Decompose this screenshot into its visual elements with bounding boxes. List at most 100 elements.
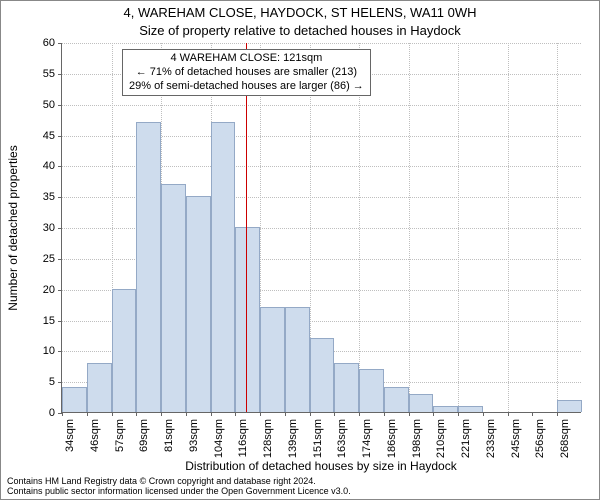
ytick-label: 45	[15, 130, 55, 142]
histogram-bar	[334, 363, 359, 412]
ytick-mark	[58, 259, 62, 260]
ytick-mark	[58, 136, 62, 137]
chart-container: 4, WAREHAM CLOSE, HAYDOCK, ST HELENS, WA…	[0, 0, 600, 500]
ytick-label: 40	[15, 160, 55, 172]
histogram-bar	[186, 196, 211, 412]
title-line-2: Size of property relative to detached ho…	[1, 23, 599, 38]
histogram-bar	[359, 369, 384, 412]
ytick-mark	[58, 166, 62, 167]
xtick-mark	[334, 412, 335, 416]
xtick-label: 256sqm	[534, 419, 546, 458]
histogram-bar	[409, 394, 434, 413]
xtick-mark	[310, 412, 311, 416]
xtick-mark	[508, 412, 509, 416]
xtick-label: 151sqm	[312, 419, 324, 458]
xtick-label: 69sqm	[138, 419, 150, 452]
ytick-label: 15	[15, 315, 55, 327]
histogram-bar	[260, 307, 285, 412]
xtick-label: 81sqm	[163, 419, 175, 452]
histogram-bar	[433, 406, 458, 412]
gridline-h	[62, 105, 581, 106]
ytick-label: 55	[15, 68, 55, 80]
xtick-label: 128sqm	[262, 419, 274, 458]
xtick-label: 268sqm	[559, 419, 571, 458]
xtick-mark	[557, 412, 558, 416]
xtick-label: 174sqm	[361, 419, 373, 458]
xtick-label: 186sqm	[386, 419, 398, 458]
xtick-label: 245sqm	[510, 419, 522, 458]
ytick-mark	[58, 197, 62, 198]
xtick-mark	[433, 412, 434, 416]
histogram-bar	[112, 289, 137, 412]
xtick-label: 233sqm	[485, 419, 497, 458]
xtick-label: 34sqm	[64, 419, 76, 452]
xtick-mark	[112, 412, 113, 416]
histogram-bar	[161, 184, 186, 412]
title-line-1: 4, WAREHAM CLOSE, HAYDOCK, ST HELENS, WA…	[1, 5, 599, 20]
histogram-bar	[285, 307, 310, 412]
xtick-mark	[285, 412, 286, 416]
xtick-mark	[532, 412, 533, 416]
ytick-mark	[58, 105, 62, 106]
xtick-mark	[235, 412, 236, 416]
xtick-label: 210sqm	[435, 419, 447, 458]
histogram-bar	[62, 387, 87, 412]
annotation-line-2: ← 71% of detached houses are smaller (21…	[129, 66, 364, 80]
gridline-h	[62, 43, 581, 44]
xtick-label: 198sqm	[411, 419, 423, 458]
ytick-mark	[58, 228, 62, 229]
ytick-mark	[58, 290, 62, 291]
footer-attribution: Contains HM Land Registry data © Crown c…	[7, 477, 593, 497]
ytick-label: 20	[15, 284, 55, 296]
annotation-line-1: 4 WAREHAM CLOSE: 121sqm	[129, 52, 364, 66]
xtick-label: 221sqm	[460, 419, 472, 458]
ytick-mark	[58, 43, 62, 44]
xtick-mark	[136, 412, 137, 416]
gridline-v	[359, 43, 360, 412]
ytick-mark	[58, 351, 62, 352]
histogram-bar	[235, 227, 260, 412]
histogram-bar	[87, 363, 112, 412]
xtick-label: 46sqm	[89, 419, 101, 452]
histogram-bar	[458, 406, 483, 412]
gridline-v	[458, 43, 459, 412]
ytick-mark	[58, 74, 62, 75]
xtick-mark	[211, 412, 212, 416]
histogram-bar	[136, 122, 161, 412]
gridline-v	[557, 43, 558, 412]
annotation-line-3: 29% of semi-detached houses are larger (…	[129, 80, 364, 94]
xtick-label: 139sqm	[287, 419, 299, 458]
x-axis-label: Distribution of detached houses by size …	[61, 459, 581, 473]
annotation-box: 4 WAREHAM CLOSE: 121sqm ← 71% of detache…	[122, 49, 371, 96]
xtick-label: 116sqm	[237, 419, 249, 457]
xtick-mark	[384, 412, 385, 416]
histogram-bar	[384, 387, 409, 412]
ytick-mark	[58, 382, 62, 383]
xtick-label: 104sqm	[213, 419, 225, 458]
xtick-mark	[260, 412, 261, 416]
gridline-v	[409, 43, 410, 412]
xtick-mark	[458, 412, 459, 416]
xtick-mark	[62, 412, 63, 416]
ytick-label: 10	[15, 345, 55, 357]
xtick-mark	[87, 412, 88, 416]
histogram-bar	[310, 338, 335, 412]
ytick-label: 60	[15, 37, 55, 49]
ytick-label: 5	[15, 376, 55, 388]
ytick-label: 25	[15, 253, 55, 265]
xtick-mark	[483, 412, 484, 416]
xtick-label: 93sqm	[188, 419, 200, 452]
ytick-mark	[58, 321, 62, 322]
xtick-label: 163sqm	[336, 419, 348, 458]
xtick-mark	[409, 412, 410, 416]
xtick-mark	[359, 412, 360, 416]
ytick-label: 50	[15, 99, 55, 111]
plot-area: 4 WAREHAM CLOSE: 121sqm ← 71% of detache…	[61, 43, 581, 413]
histogram-bar	[557, 400, 582, 412]
xtick-label: 57sqm	[114, 419, 126, 452]
gridline-v	[508, 43, 509, 412]
xtick-mark	[161, 412, 162, 416]
reference-line	[246, 43, 247, 412]
ytick-label: 30	[15, 222, 55, 234]
xtick-mark	[186, 412, 187, 416]
